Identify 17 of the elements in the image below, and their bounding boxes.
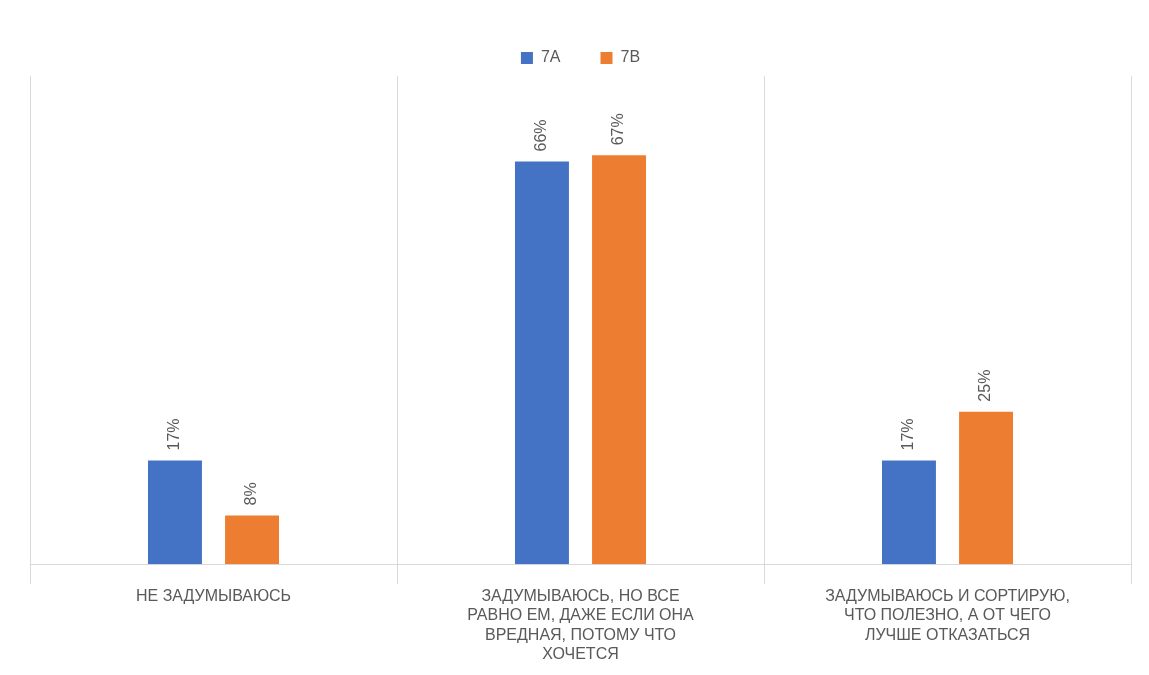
x-tick-label: ЗАДУМЫВАЮСЬ, НО ВСЕ РАВНО ЕМ, ДАЖЕ ЕСЛИ ОНА ВРЕДНАЯ, ПОТОМУ ЧТО ХОЧЕТСЯ bbox=[467, 587, 695, 662]
data-label: 67% bbox=[609, 113, 627, 146]
bar bbox=[881, 460, 936, 565]
x-tick-label: НЕ ЗАДУМЫВАЮСЬ bbox=[135, 587, 292, 605]
bar bbox=[959, 411, 1014, 565]
x-tick-label: ЗАДУМЫВАЮСЬ И СОРТИРУЮ, ЧТО ПОЛЕЗНО, А ОТ ЧЕГО ЛУЧШЕ ОТКАЗАТЬСЯ bbox=[825, 587, 1070, 643]
data-label: 66% bbox=[532, 119, 550, 152]
bar bbox=[147, 460, 202, 565]
legend-label: 7В bbox=[620, 48, 641, 66]
bar bbox=[225, 515, 280, 565]
bar bbox=[514, 161, 569, 565]
data-label: 8% bbox=[242, 482, 260, 506]
data-label: 17% bbox=[165, 418, 183, 451]
legend-label: 7А bbox=[540, 48, 561, 66]
data-label: 17% bbox=[899, 418, 917, 451]
data-label: 25% bbox=[976, 369, 994, 402]
bar bbox=[592, 155, 647, 565]
